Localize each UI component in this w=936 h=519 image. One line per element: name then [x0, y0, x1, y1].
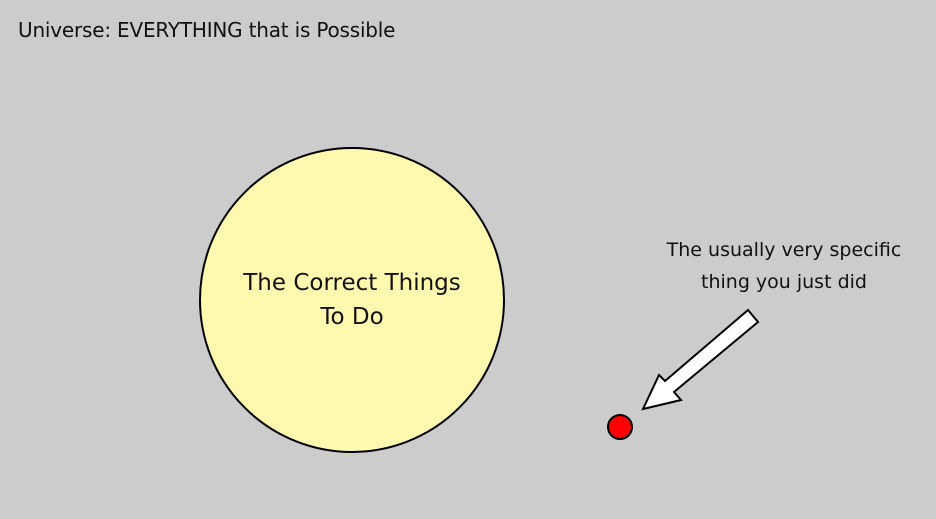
correct-things-circle — [199, 147, 505, 453]
specific-action-label-line2: thing you just did — [701, 271, 867, 293]
specific-action-dot — [607, 414, 633, 440]
correct-things-label-line2: To Do — [320, 304, 384, 330]
correct-things-label: The Correct Things To Do — [212, 266, 492, 334]
universe-label: Universe: EVERYTHING that is Possible — [18, 18, 396, 42]
specific-action-label-line1: The usually very specific — [666, 239, 902, 261]
pointer-arrow — [641, 308, 760, 411]
specific-action-callout: The usually very specific thing you just… — [644, 234, 924, 298]
correct-things-label-line1: The Correct Things — [243, 270, 461, 296]
